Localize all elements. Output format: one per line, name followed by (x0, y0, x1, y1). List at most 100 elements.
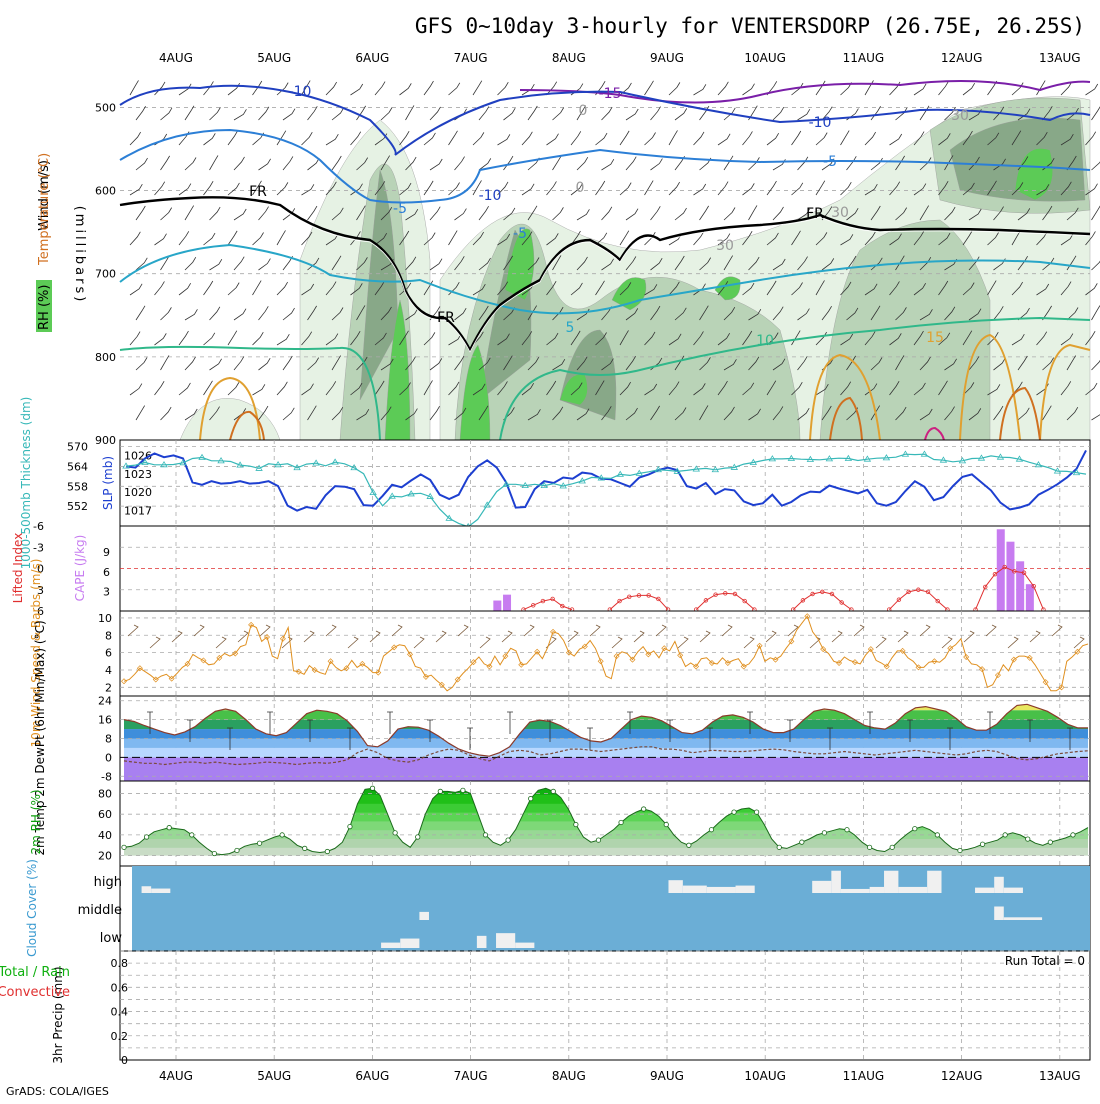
rh-marker (980, 842, 984, 846)
rh-marker (1026, 837, 1030, 841)
date-label-bottom: 11AUG (843, 1069, 885, 1083)
cloud-level-label: middle (78, 903, 122, 918)
cloud-bar (975, 888, 994, 893)
cape-tick-label: 3 (103, 585, 110, 598)
precip-tick-label: 0.8 (111, 957, 129, 970)
lifted-tick-label: -6 (33, 520, 44, 533)
rh-marker (664, 822, 668, 826)
cloud-bar (151, 889, 170, 893)
rh-marker (1003, 833, 1007, 837)
contour-label: 15 (926, 330, 944, 346)
date-label-top: 8AUG (552, 51, 586, 65)
rh-marker (122, 845, 126, 849)
contour-label: 5 (566, 320, 575, 336)
date-label-top: 5AUG (257, 51, 291, 65)
cloud-bar (831, 871, 841, 893)
slp-tick-label: 1020 (124, 486, 152, 499)
rh-marker (167, 825, 171, 829)
cape-bar (503, 595, 511, 611)
cloud-bar (898, 887, 927, 893)
cloud-bar (477, 936, 487, 948)
rh-marker (619, 820, 623, 824)
thickness-tick-label: 570 (67, 441, 88, 454)
date-label-bottom: 4AUG (159, 1069, 193, 1083)
rh-marker (461, 788, 465, 792)
date-label-top: 6AUG (355, 51, 389, 65)
cloud-bar (515, 943, 534, 948)
rh-marker (483, 833, 487, 837)
rh-tick-label: 60 (98, 808, 112, 821)
rh-marker (325, 849, 329, 853)
rh-marker (709, 828, 713, 832)
cloud-bar (994, 907, 1004, 921)
rh-marker (551, 789, 555, 793)
cloud-bar (870, 887, 884, 893)
rh-tick-label: 40 (98, 829, 112, 842)
date-label-top: 12AUG (941, 51, 983, 65)
cloud-bar (683, 886, 707, 893)
cape-bar (493, 601, 501, 611)
cloud-bar (668, 880, 682, 893)
cloud-bar (707, 887, 736, 893)
rh-marker (257, 841, 261, 845)
rh-marker (687, 843, 691, 847)
cape-bar (1006, 542, 1014, 611)
cloud-bar (812, 881, 831, 893)
precip-tick-label: 0.2 (111, 1030, 129, 1043)
cape-tick-label: 6 (103, 566, 110, 579)
date-label-bottom: 8AUG (552, 1069, 586, 1083)
date-label-bottom: 7AUG (454, 1069, 488, 1083)
precip-tick-label: 0.4 (111, 1006, 129, 1019)
rh-axis-label: 2m RH (%) (29, 789, 43, 854)
rh-marker (438, 789, 442, 793)
rh-marker (280, 833, 284, 837)
slp-tick-label: 1017 (124, 505, 152, 518)
lifted-tick-label: -3 (33, 541, 44, 554)
pressure-tick-label: 700 (95, 268, 116, 281)
precip-tick-label: 0 (121, 1054, 128, 1067)
cloud-level-label: low (100, 931, 123, 946)
cloud-bar (381, 943, 400, 948)
date-label-bottom: 12AUG (941, 1069, 983, 1083)
rh-marker (348, 824, 352, 828)
wind-tick-label: 6 (105, 647, 112, 660)
wind-tick-label: 8 (105, 629, 112, 642)
thickness-tick-label: 552 (67, 500, 88, 513)
wind-tick-label: 10 (98, 612, 112, 625)
contour-label: FR (249, 184, 267, 200)
rh-marker (822, 831, 826, 835)
panels-group: 4AUG4AUG5AUG5AUG6AUG6AUG7AUG7AUG8AUG8AUG… (0, 51, 1100, 1083)
rh-marker (935, 833, 939, 837)
thickness-tick-label: 558 (67, 480, 88, 493)
rh-marker (1048, 840, 1052, 844)
rh-legend-label: RH (%) (37, 285, 52, 330)
cloud-bar (927, 871, 941, 893)
rh-marker (641, 807, 645, 811)
cloud-level-label: high (94, 875, 122, 890)
cloud-bar (884, 871, 898, 893)
contour-label: FR (437, 310, 455, 326)
rh-marker (754, 810, 758, 814)
temp-tick-label: 16 (98, 714, 112, 727)
contour-label: 10 (756, 333, 774, 349)
pressure-axis-title: (millibars) (72, 206, 87, 305)
rh-marker (393, 831, 397, 835)
pressure-tick-label: 800 (95, 351, 116, 364)
cloud-bar (142, 886, 152, 893)
rh-marker (416, 835, 420, 839)
rh-tick-label: 20 (98, 850, 112, 863)
temp-tick-label: 8 (105, 733, 112, 746)
page-title: GFS 0~10day 3-hourly for VENTERSDORP (26… (415, 14, 1085, 38)
contour-label: -10 (479, 188, 502, 204)
run-total-label: Run Total = 0 (1005, 954, 1085, 968)
rh-marker (144, 835, 148, 839)
precip-tick-label: 0.6 (111, 981, 129, 994)
rh-marker (958, 848, 962, 852)
slp-panel-frame (120, 440, 1090, 526)
